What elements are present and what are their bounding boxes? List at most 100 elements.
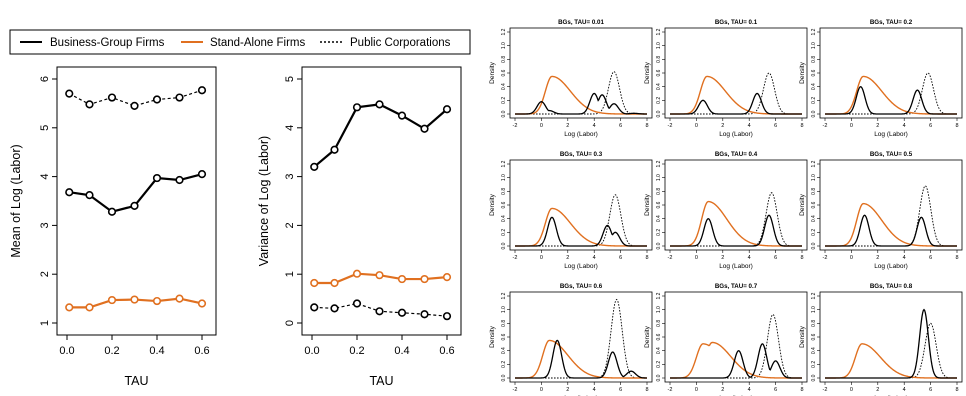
density-curve-business-group — [825, 214, 957, 247]
density-y-tick-label: 1.0 — [811, 306, 817, 313]
density-x-tick-label: 6 — [929, 255, 932, 261]
density-y-tick-label: 0.4 — [656, 215, 662, 222]
density-x-tick-label: 4 — [903, 123, 906, 129]
density-x-tick-label: 8 — [645, 255, 648, 261]
density-x-tick-label: 8 — [800, 387, 803, 393]
legend-label-stand-alone: Stand-Alone Firms — [210, 37, 305, 49]
density-curve-stand-alone — [825, 343, 957, 379]
density-y-axis-label: Density — [644, 325, 651, 347]
data-point — [65, 303, 74, 312]
x-tick-label: 0.2 — [349, 345, 364, 357]
density-curve-public — [670, 313, 803, 379]
density-x-tick-label: 4 — [593, 255, 596, 261]
density-x-tick-label: 8 — [645, 123, 648, 129]
density-y-tick-label: 0.8 — [656, 188, 662, 195]
data-point — [197, 170, 207, 179]
density-x-tick-label: -2 — [823, 255, 828, 261]
density-y-tick-label: 1.0 — [811, 174, 817, 181]
density-x-tick-label: 2 — [721, 255, 724, 261]
density-curve-stand-alone — [670, 75, 803, 115]
y-tick-label: 0 — [284, 320, 296, 326]
density-curve-business-group — [825, 85, 957, 115]
data-point — [197, 86, 207, 95]
density-curve-public — [515, 194, 648, 247]
legend-label-business-group: Business-Group Firms — [50, 37, 165, 49]
density-y-tick-label: 0.4 — [811, 347, 817, 354]
density-y-tick-label: 0.2 — [811, 97, 817, 104]
density-y-tick-label: 0.8 — [501, 188, 507, 195]
data-point — [420, 124, 429, 133]
density-panel-title: BGs, TAU= 0.7 — [715, 283, 758, 290]
x-tick-label: 0.4 — [149, 345, 164, 357]
density-x-tick-label: 8 — [645, 387, 648, 393]
data-point — [85, 191, 94, 200]
y-tick-label: 5 — [39, 125, 51, 131]
density-x-tick-label: 2 — [566, 123, 569, 129]
density-y-tick-label: 0.2 — [501, 229, 507, 236]
density-curve-business-group — [515, 216, 647, 247]
density-x-axis-label: Log (Labor) — [874, 131, 908, 138]
density-curve-public — [515, 298, 648, 379]
density-x-tick-label: 4 — [593, 123, 596, 129]
y-tick-label: 4 — [284, 125, 296, 131]
density-curve-business-group — [515, 339, 648, 379]
density-y-tick-label: 0.6 — [501, 69, 507, 76]
density-curve-stand-alone — [515, 75, 648, 115]
density-panel-5: BGs, TAU= 0.4 -2 0 2 4 6 8 0.0 0.2 0.4 0.6 0.8 1.0 1.… — [644, 151, 808, 270]
density-y-axis-label: Density — [489, 325, 496, 347]
density-y-tick-label: 0.6 — [501, 201, 507, 208]
data-point — [130, 101, 139, 110]
data-point — [107, 295, 117, 305]
density-y-tick-label: 0.4 — [656, 83, 662, 90]
line-chart-2: 0 1 2 3 4 5 0.0 0.2 0.4 0.6 TAU Variance of Log (La… — [257, 66, 462, 388]
density-y-tick-label: 0.6 — [811, 69, 817, 76]
density-x-tick-label: 6 — [619, 387, 622, 393]
y-tick-label: 2 — [284, 222, 296, 228]
density-panel-1: BGs, TAU= 0.01 -2 0 2 4 6 8 0.0 0.2 0.4 0.6 0.8 1.0 1… — [489, 19, 653, 138]
density-x-tick-label: 6 — [929, 387, 932, 393]
density-x-tick-label: 6 — [619, 123, 622, 129]
density-x-tick-label: 6 — [774, 387, 777, 393]
density-x-tick-label: 0 — [540, 255, 543, 261]
density-curve-business-group — [515, 92, 648, 115]
density-curve-public — [825, 185, 958, 247]
data-point — [175, 294, 184, 303]
density-y-tick-label: 0.8 — [656, 56, 662, 63]
density-x-tick-label: 2 — [876, 255, 879, 261]
density-x-tick-label: 2 — [721, 123, 724, 129]
density-panel-title: BGs, TAU= 0.5 — [870, 151, 913, 158]
data-point — [197, 299, 207, 308]
density-y-tick-label: 0.6 — [656, 333, 662, 340]
series-line-0 — [313, 103, 448, 168]
density-x-tick-label: -2 — [513, 387, 518, 393]
x-tick-label: 0.6 — [439, 345, 454, 357]
density-y-tick-label: 1.0 — [811, 42, 817, 49]
data-point — [310, 162, 319, 171]
density-x-tick-label: 0 — [695, 255, 698, 261]
density-x-tick-label: 8 — [800, 123, 803, 129]
density-x-tick-label: 0 — [540, 123, 543, 129]
density-x-tick-label: 2 — [876, 123, 879, 129]
density-y-tick-label: 0.2 — [656, 229, 662, 236]
density-curve-stand-alone — [825, 75, 958, 115]
density-panel-title: BGs, TAU= 0.1 — [715, 19, 758, 26]
legend: Business-Group Firms Stand-Alone Firms P… — [9, 29, 471, 55]
density-y-tick-label: 0.8 — [811, 188, 817, 195]
density-x-tick-label: 0 — [850, 255, 853, 261]
density-x-tick-label: 8 — [800, 255, 803, 261]
density-y-tick-label: 0.0 — [811, 242, 817, 249]
density-panel-title: BGs, TAU= 0.2 — [870, 19, 913, 26]
density-y-tick-label: 0.6 — [656, 69, 662, 76]
data-point — [420, 310, 429, 319]
density-curve-stand-alone — [514, 339, 647, 379]
density-panel-2: BGs, TAU= 0.1 -2 0 2 4 6 8 0.0 0.2 0.4 0.6 0.8 1.0 1.… — [644, 19, 808, 138]
density-y-tick-label: 0.6 — [811, 333, 817, 340]
density-frame — [664, 27, 808, 119]
density-x-tick-label: 4 — [748, 387, 751, 393]
density-x-tick-label: 2 — [721, 387, 724, 393]
x-tick-label: 0.0 — [59, 345, 74, 357]
density-y-tick-label: 0.0 — [811, 110, 817, 117]
data-point — [107, 93, 117, 102]
density-curve-public — [515, 71, 647, 115]
density-y-tick-label: 1.0 — [501, 42, 507, 49]
